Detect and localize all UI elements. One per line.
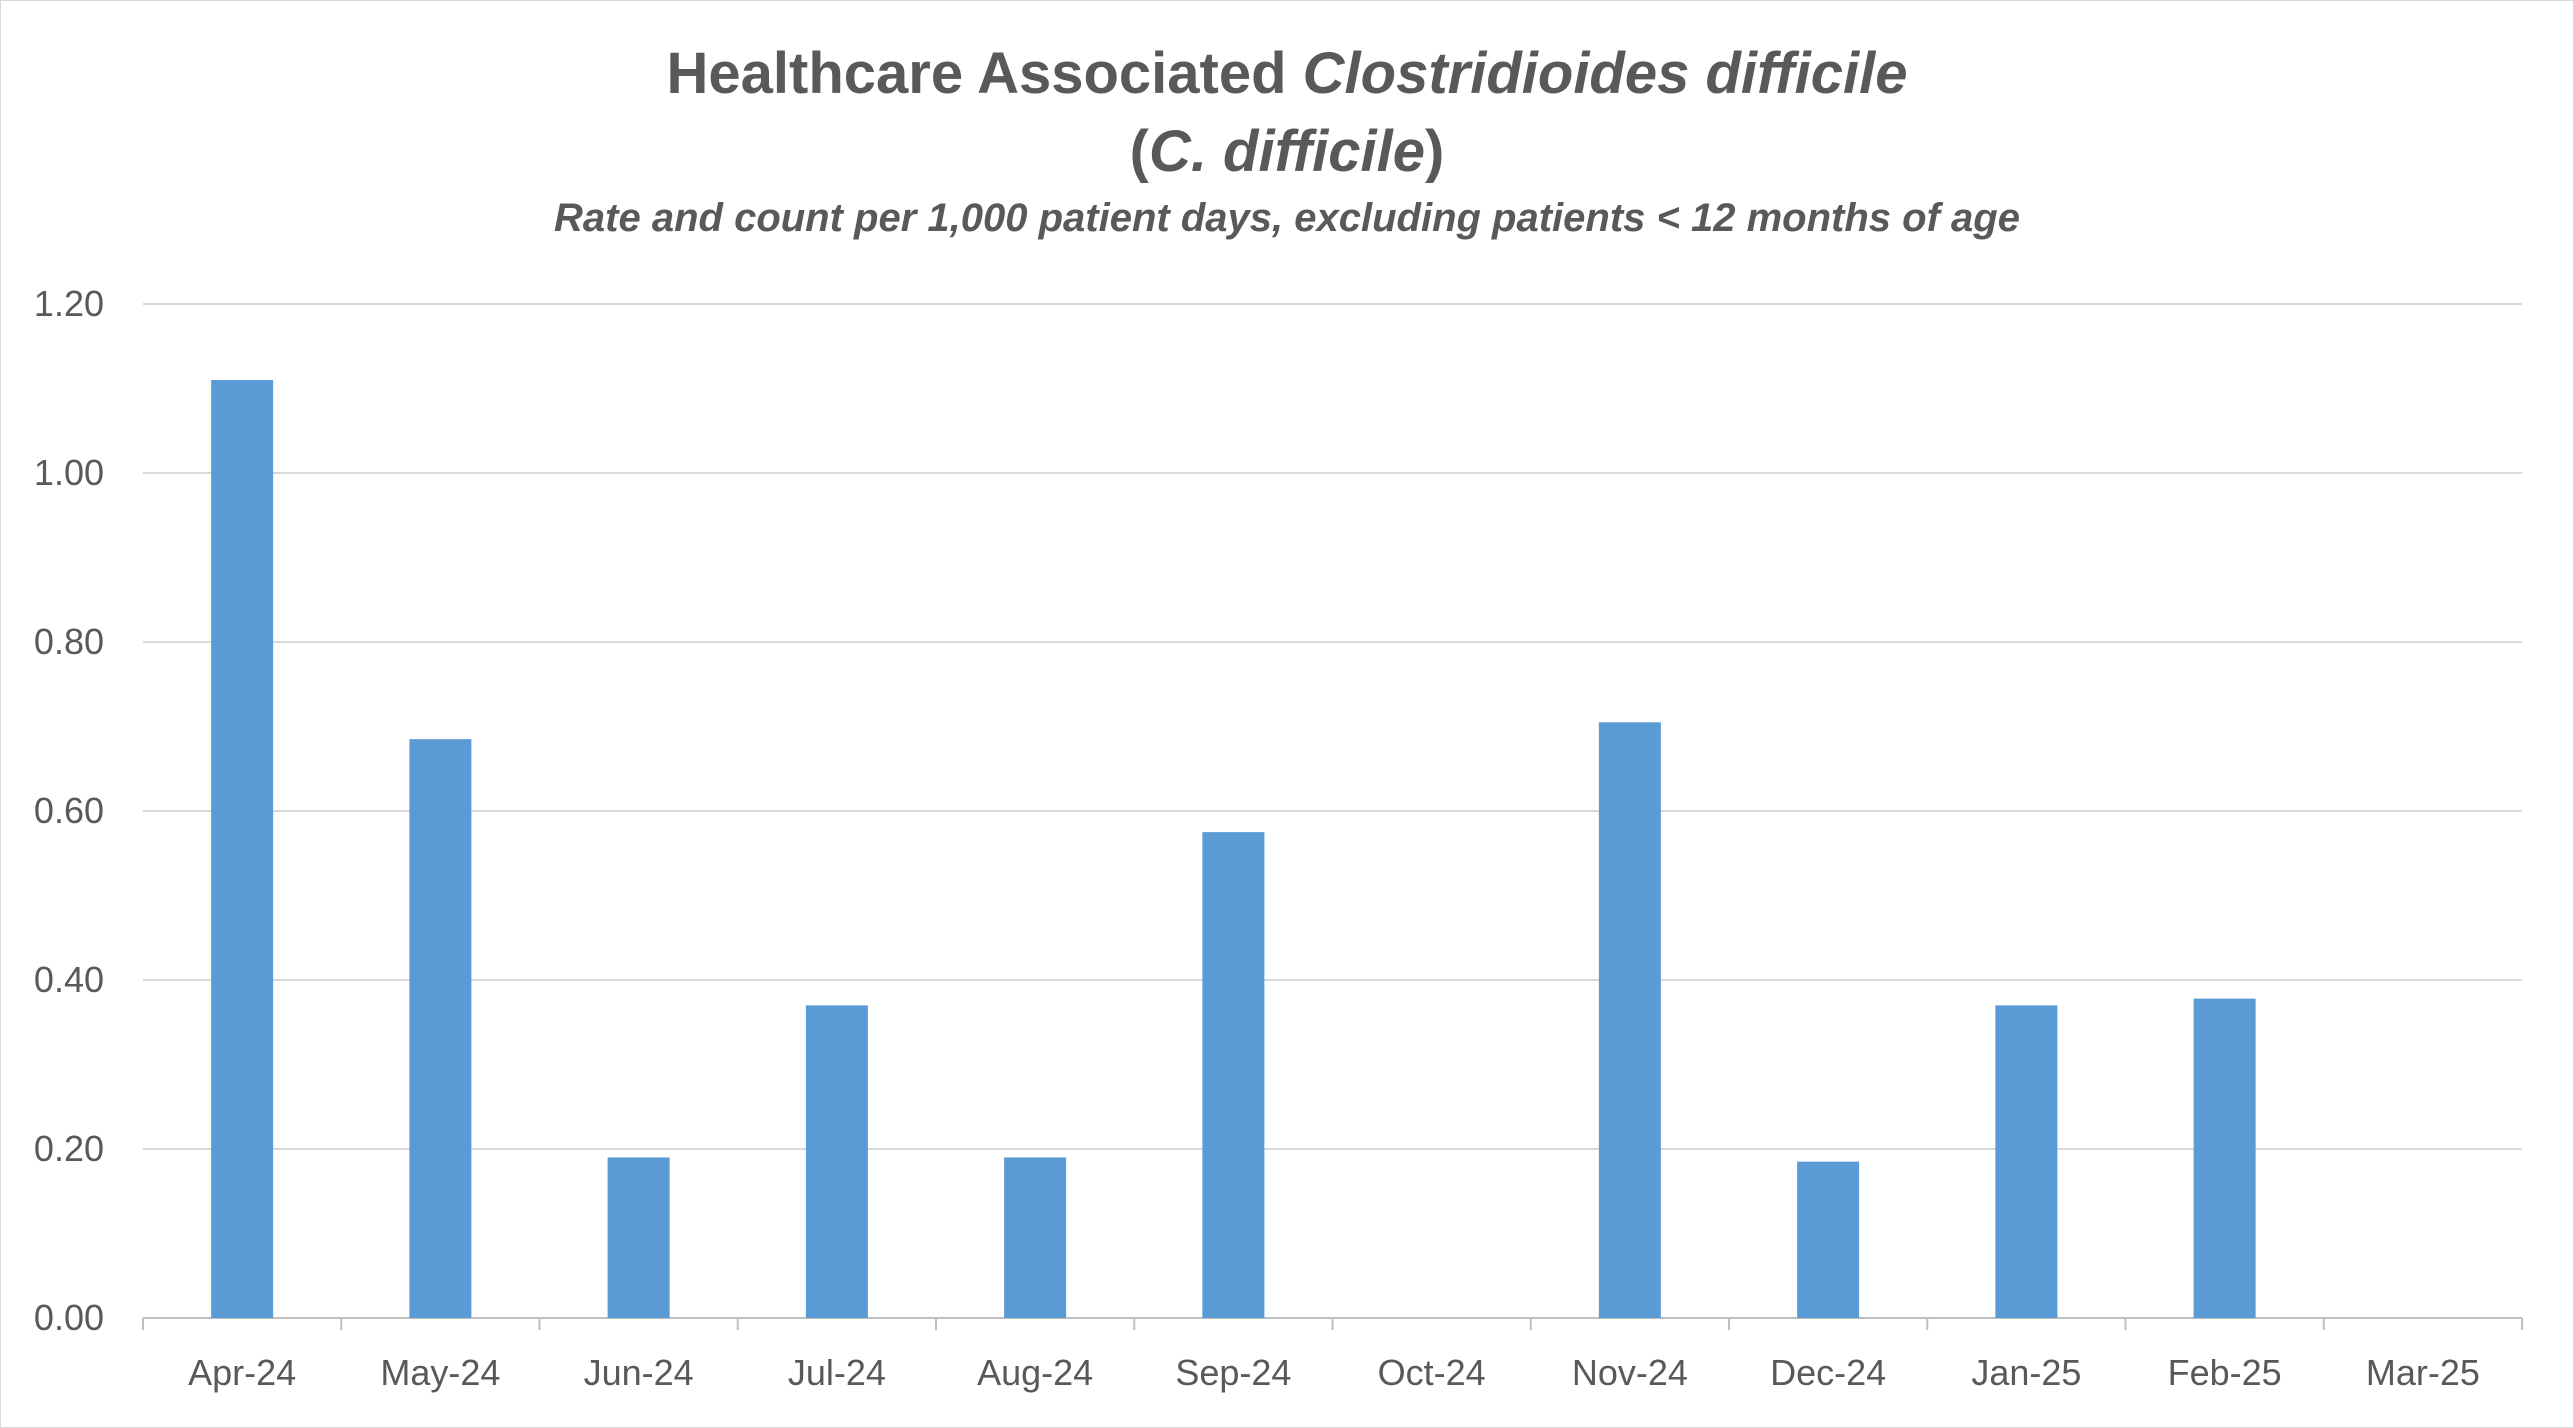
- x-tick-label: Oct-24: [1378, 1352, 1486, 1393]
- chart-title-abbrev: C. difficile: [1148, 119, 1426, 184]
- x-tick-label: Dec-24: [1770, 1352, 1886, 1393]
- chart-title-italic: Clostridioides difficile: [1302, 41, 1908, 106]
- chart-title: Healthcare Associated Clostridioides dif…: [0, 40, 2574, 107]
- y-tick-label: 0.20: [34, 1128, 104, 1169]
- y-tick-label: 0.60: [34, 790, 104, 831]
- bar: [805, 1005, 868, 1318]
- x-tick-label: Nov-24: [1572, 1352, 1688, 1393]
- x-tick-label: Mar-25: [2366, 1352, 2480, 1393]
- x-tick-label: Jul-24: [788, 1352, 886, 1393]
- bar: [1598, 722, 1661, 1318]
- bar: [409, 739, 472, 1318]
- y-tick-label: 0.80: [34, 621, 104, 662]
- bar: [1797, 1161, 1860, 1318]
- y-tick-label: 1.20: [34, 283, 104, 324]
- y-tick-label: 0.40: [34, 959, 104, 1000]
- x-tick-label: Jan-25: [1971, 1352, 2081, 1393]
- chart-title-close-paren: ): [1425, 119, 1445, 184]
- x-tick-label: Sep-24: [1175, 1352, 1291, 1393]
- chart-title-text: Healthcare Associated: [666, 41, 1303, 106]
- chart-subtitle: Rate and count per 1,000 patient days, e…: [554, 196, 2020, 240]
- x-tick-label: Feb-25: [2168, 1352, 2282, 1393]
- y-tick-label: 1.00: [34, 452, 104, 493]
- chart-title-open-paren: (: [1129, 119, 1149, 184]
- bar: [2193, 998, 2256, 1318]
- x-tick-label: Jun-24: [584, 1352, 694, 1393]
- bar: [607, 1157, 670, 1318]
- bar: [211, 380, 274, 1318]
- y-tick-label: 0.00: [34, 1297, 104, 1338]
- x-tick-label: Aug-24: [977, 1352, 1093, 1393]
- bar: [1202, 832, 1265, 1318]
- x-tick-label: May-24: [380, 1352, 500, 1393]
- x-tick-label: Apr-24: [188, 1352, 296, 1393]
- bar: [1004, 1157, 1067, 1318]
- chart-title-line2: (C. difficile): [0, 118, 2574, 185]
- bar: [1995, 1005, 2058, 1318]
